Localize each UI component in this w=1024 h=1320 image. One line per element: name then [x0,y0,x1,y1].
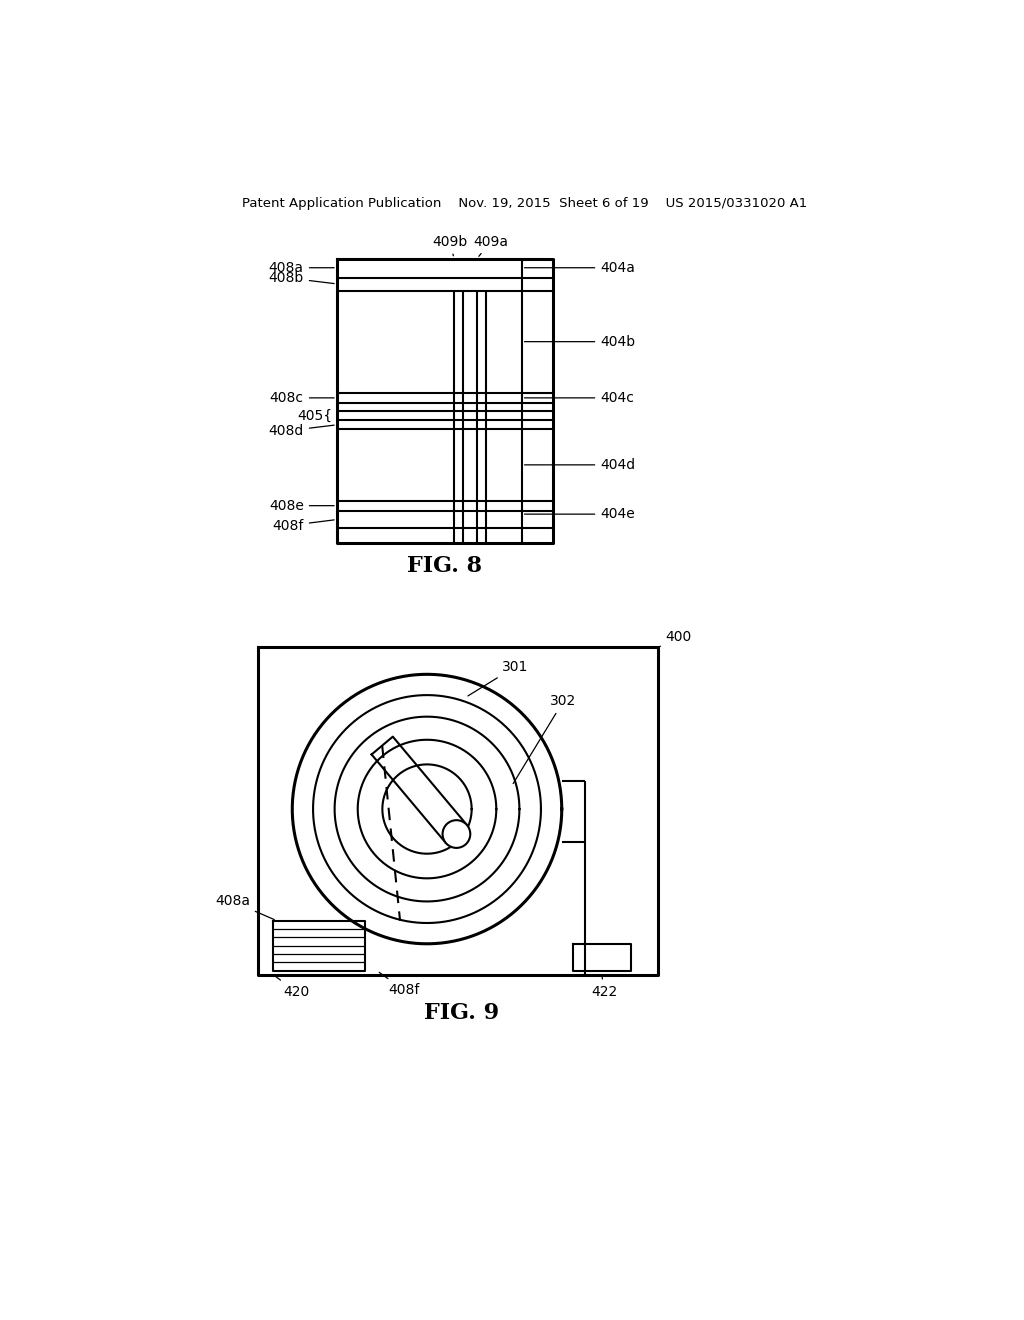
Text: 302: 302 [513,694,577,784]
Text: 404a: 404a [524,261,635,275]
Text: 408f: 408f [272,519,334,533]
Text: 409a: 409a [473,235,509,256]
Text: 408e: 408e [269,499,334,512]
Circle shape [442,820,470,847]
Text: 404c: 404c [524,391,634,405]
Text: 404e: 404e [524,507,635,521]
Text: 408a: 408a [269,261,334,275]
Text: 408a: 408a [215,895,274,920]
Text: 405{: 405{ [297,409,333,424]
Text: Patent Application Publication    Nov. 19, 2015  Sheet 6 of 19    US 2015/033102: Patent Application Publication Nov. 19, … [242,197,808,210]
Text: 301: 301 [468,660,528,696]
Text: 400: 400 [658,631,692,647]
Text: 408b: 408b [268,271,334,285]
Text: 408c: 408c [269,391,334,405]
Text: 409b: 409b [432,235,468,256]
Text: 408f: 408f [379,973,420,997]
Text: FIG. 8: FIG. 8 [408,556,482,578]
Text: FIG. 9: FIG. 9 [424,1002,500,1024]
Text: 422: 422 [591,977,617,998]
Text: 420: 420 [275,977,309,998]
Text: 404d: 404d [524,458,635,471]
Text: 408d: 408d [268,424,334,438]
Text: 404b: 404b [524,335,635,348]
